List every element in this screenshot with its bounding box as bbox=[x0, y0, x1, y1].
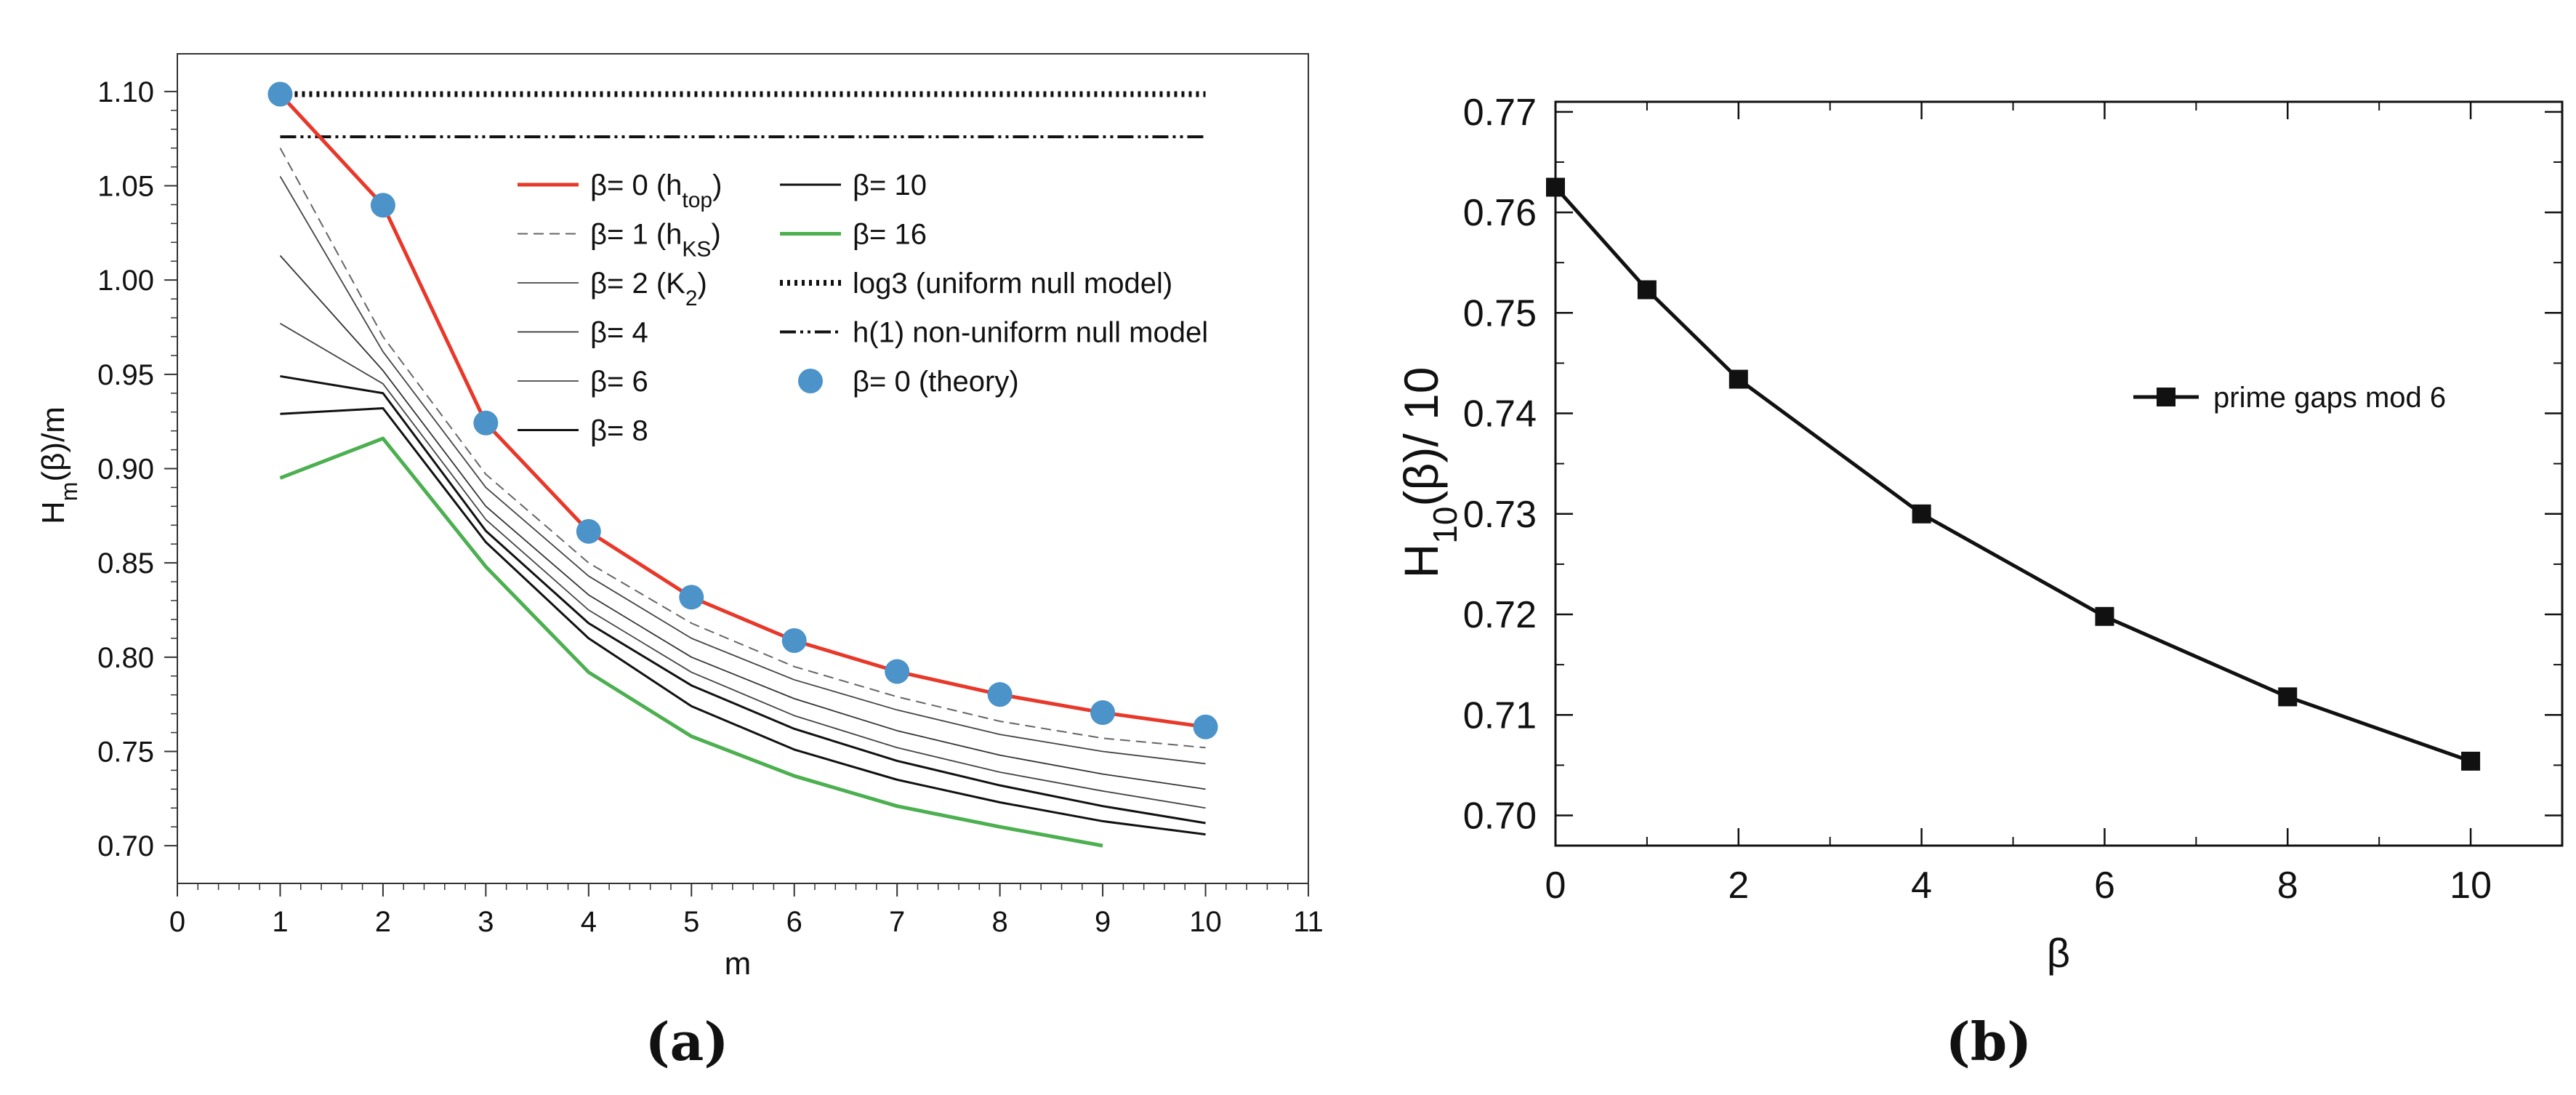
legend-label-log3: log3 (uniform null model) bbox=[853, 268, 1172, 300]
theory-point bbox=[576, 518, 601, 544]
series-b10-line bbox=[280, 407, 1206, 836]
panel-b-series bbox=[1546, 177, 2481, 771]
b-y-tick-label: 0.75 bbox=[1463, 292, 1537, 334]
panel-a-plot-frame bbox=[177, 53, 1309, 884]
a-y-tick-label: 0.95 bbox=[97, 359, 154, 391]
a-x-tick-label: 1 bbox=[272, 906, 288, 938]
panel-a-y-axis-label: Hm(β)/m bbox=[36, 406, 82, 524]
b-y-tick-label: 0.76 bbox=[1463, 192, 1537, 234]
a-x-tick-label: 2 bbox=[375, 906, 391, 938]
theory-point bbox=[1193, 714, 1218, 739]
b-x-tick-label: 8 bbox=[2277, 865, 2298, 907]
theory-point bbox=[885, 659, 910, 684]
b-y-tick-label: 0.73 bbox=[1463, 494, 1537, 536]
theory-point bbox=[473, 410, 499, 436]
prime-gaps-point bbox=[2095, 606, 2114, 626]
a-y-tick-label: 0.85 bbox=[97, 548, 154, 579]
a-x-tick-label: 3 bbox=[478, 906, 494, 938]
legend-label-h1: h(1) non-uniform null model bbox=[853, 317, 1208, 349]
legend-label-b4: β= 4 bbox=[590, 317, 648, 349]
panel-a-ticks: 0 1 2 3 4 5 6 7 8 9 10 11 0.70 0.75 0.80 0.85 0.90 0.95 1.… bbox=[97, 76, 1324, 938]
a-x-tick-label: 5 bbox=[683, 906, 699, 938]
legend-label-b10: β= 10 bbox=[853, 169, 927, 201]
a-y-tick-label: 0.75 bbox=[97, 736, 154, 768]
b-y-tick-label: 0.70 bbox=[1463, 795, 1537, 838]
legend-label-b2: β= 2 (K2) bbox=[590, 268, 707, 310]
theory-point bbox=[267, 81, 293, 107]
legend-label-theory: β= 0 (theory) bbox=[853, 366, 1019, 398]
series-b6-line bbox=[279, 323, 1206, 809]
a-x-tick-label: 11 bbox=[1293, 906, 1324, 938]
prime-gaps-point bbox=[2461, 751, 2481, 771]
prime-gaps-point bbox=[2278, 687, 2298, 707]
theory-point bbox=[370, 193, 395, 218]
legend-label-b6: β= 6 bbox=[590, 366, 648, 398]
b-x-tick-label: 0 bbox=[1545, 865, 1566, 907]
b-x-tick-label: 4 bbox=[1911, 865, 1932, 907]
theory-point bbox=[1090, 700, 1116, 726]
legend-label-b1: β= 1 (hKS) bbox=[590, 219, 721, 262]
a-x-tick-label: 8 bbox=[992, 906, 1008, 938]
panel-a-legend: β= 0 (htop) β= 1 (hKS) β= 2 (K2) β= 4 β= 6 β=… bbox=[518, 169, 1208, 447]
b-y-tick-label: 0.72 bbox=[1463, 594, 1537, 636]
series-b1-line bbox=[279, 148, 1206, 749]
legend-label-b16: β= 16 bbox=[853, 219, 927, 251]
legend-label-b0: β= 0 (htop) bbox=[590, 169, 722, 212]
panel-a-x-axis-label: m bbox=[725, 946, 752, 982]
a-x-tick-label: 9 bbox=[1095, 906, 1111, 938]
a-x-tick-label: 6 bbox=[786, 906, 802, 938]
prime-gaps-point bbox=[1546, 177, 1565, 197]
a-y-tick-label: 1.05 bbox=[97, 171, 154, 203]
b-y-tick-label: 0.74 bbox=[1463, 393, 1537, 436]
panel-b-plot-frame bbox=[1554, 100, 2564, 847]
legend-marker bbox=[798, 369, 823, 393]
legend-label-pg: prime gaps mod 6 bbox=[2213, 382, 2446, 414]
b-y-tick-label: 0.71 bbox=[1463, 694, 1537, 737]
panel-a-series bbox=[267, 81, 1218, 848]
legend-label-b8: β= 8 bbox=[590, 415, 648, 447]
panel-b-chart: 0 2 4 6 8 100.700.710.720.730.740.750.760.77 … bbox=[1394, 92, 2564, 1072]
a-y-tick-label: 0.70 bbox=[97, 830, 154, 862]
panel-b-x-axis-label: β bbox=[2047, 930, 2070, 976]
b-x-tick-label: 10 bbox=[2450, 865, 2492, 907]
a-y-tick-label: 1.00 bbox=[97, 265, 154, 297]
prime-gaps-point bbox=[1637, 280, 1657, 300]
b-y-tick-label: 0.77 bbox=[1463, 92, 1537, 134]
series-b0-line bbox=[278, 92, 1206, 729]
panel-b-label: (b) bbox=[1946, 1011, 2032, 1072]
a-x-tick-label: 10 bbox=[1189, 906, 1222, 938]
series-b16-line bbox=[279, 436, 1103, 848]
prime-gaps-point bbox=[1912, 504, 1931, 524]
theory-point bbox=[679, 585, 704, 610]
b-x-tick-label: 2 bbox=[1728, 865, 1749, 907]
panel-a-chart: 0 1 2 3 4 5 6 7 8 9 10 11 0.70 0.75 0.80 0.85 0.90 0.95 1.… bbox=[36, 53, 1324, 1072]
panel-a-label: (a) bbox=[645, 1011, 729, 1072]
panel-b-y-axis-label: H10(β)/ 10 bbox=[1394, 367, 1464, 579]
theory-point bbox=[987, 682, 1013, 707]
series-b8-line bbox=[280, 374, 1206, 825]
series-prime-gaps-line bbox=[1554, 185, 2471, 763]
series-b2-line bbox=[279, 176, 1206, 765]
panel-b-ticks: 0 2 4 6 8 10 0.70 0.71 0.72 0.73 0.74 0.75 0.76 0.77 bbox=[1463, 92, 2563, 907]
theory-point bbox=[781, 627, 807, 653]
a-x-tick-label: 4 bbox=[581, 906, 597, 938]
series-b4-line bbox=[279, 254, 1206, 790]
a-y-tick-label: 1.10 bbox=[97, 76, 154, 108]
a-y-tick-label: 0.80 bbox=[97, 642, 154, 674]
b-x-tick-label: 6 bbox=[2094, 865, 2115, 907]
a-y-tick-label: 0.90 bbox=[97, 454, 154, 486]
a-x-tick-label: 7 bbox=[889, 906, 905, 938]
prime-gaps-point bbox=[1728, 369, 1748, 389]
a-x-tick-label: 0 bbox=[169, 906, 185, 938]
panel-b-legend: prime gaps mod 6 bbox=[2133, 382, 2446, 414]
legend-marker bbox=[2157, 388, 2175, 406]
